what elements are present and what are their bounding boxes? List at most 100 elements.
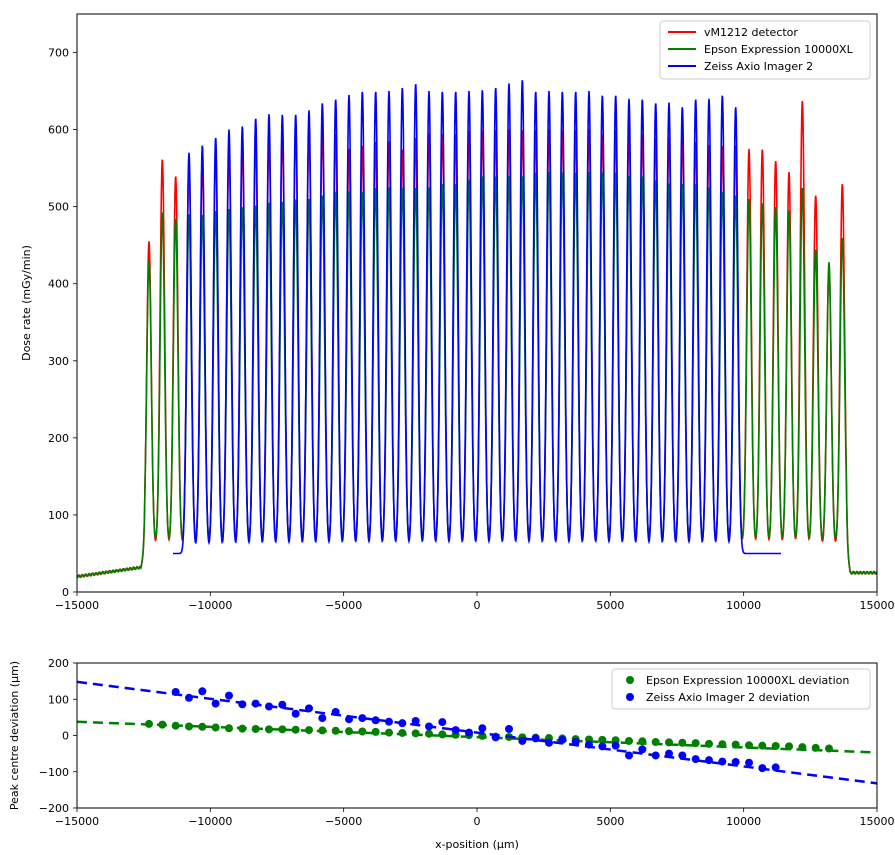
scatter-point <box>491 733 500 742</box>
x-axis-label: x-position (μm) <box>435 838 519 851</box>
scatter-point <box>198 687 207 696</box>
y-tick-label: 0 <box>62 586 69 599</box>
scatter-point <box>678 738 687 747</box>
scatter-point <box>358 714 367 723</box>
scatter-area <box>77 680 877 785</box>
legend-label: Epson Expression 10000XL deviation <box>646 674 849 687</box>
scatter-point <box>665 738 673 747</box>
scatter-point <box>318 726 327 735</box>
y-tick-label: 400 <box>48 278 69 291</box>
scatter-point <box>625 751 633 760</box>
legend <box>659 20 871 80</box>
scatter-point <box>305 726 313 735</box>
x-tick-label: 10000 <box>726 815 761 828</box>
scatter-point <box>758 764 767 773</box>
x-tick-label: −15000 <box>55 815 99 828</box>
series-lines <box>77 80 877 579</box>
scatter-point <box>678 751 687 760</box>
scatter-point <box>611 741 620 750</box>
legend-label: Zeiss Axio Imager 2 deviation <box>646 691 810 704</box>
legend-marker <box>626 693 634 701</box>
scatter-point <box>785 742 793 751</box>
trend-line-0 <box>77 720 877 754</box>
y-tick-label: 0 <box>62 730 69 743</box>
x-tick-label: 0 <box>474 599 481 612</box>
scatter-point <box>411 717 420 725</box>
scatter-point <box>278 700 287 709</box>
scatter-point <box>558 735 567 744</box>
plot-frame <box>76 662 878 809</box>
scatter-point <box>758 741 767 750</box>
scatter-point <box>465 728 473 737</box>
scatter-point <box>291 725 300 734</box>
scatter-point <box>225 691 233 700</box>
plot-frame <box>76 13 878 593</box>
y-axis-label: Peak centre deviation (μm) <box>8 661 21 810</box>
scatter-point <box>371 727 380 736</box>
scatter-point <box>625 736 633 745</box>
x-tick-label: −15000 <box>55 599 99 612</box>
x-tick-label: 5000 <box>596 815 624 828</box>
deviation-plot: −15000 −10000 −5000 0 5000 10000 15000 −200 −100… <box>8 657 895 851</box>
scatter-point <box>211 723 220 732</box>
scatter-point <box>171 688 180 696</box>
scatter-point <box>358 727 367 736</box>
scatter-point <box>145 719 153 728</box>
y-tick-label: 200 <box>48 657 69 670</box>
scatter-point <box>411 729 420 738</box>
scatter-point <box>745 741 753 750</box>
legend-label: Epson Expression 10000XL <box>704 43 854 56</box>
trend-line-1 <box>77 680 877 785</box>
scatter-point <box>278 725 287 734</box>
y-tick-label: 100 <box>48 693 69 706</box>
scatter-point <box>185 722 193 731</box>
scatter-point <box>731 740 740 749</box>
scatter-point <box>331 726 340 735</box>
legend-marker <box>626 676 634 684</box>
scatter-point <box>371 716 380 725</box>
scatter-point <box>638 737 647 746</box>
x-tick-label: 0 <box>474 815 481 828</box>
scatter-point <box>345 727 353 736</box>
scatter-point <box>438 718 447 727</box>
scatter-point <box>691 755 700 764</box>
scatter-point <box>705 756 713 765</box>
scatter-point <box>171 721 180 730</box>
legend <box>611 668 871 710</box>
scatter-point <box>638 745 647 754</box>
scatter-point <box>425 722 433 731</box>
scatter-point <box>825 744 833 753</box>
scatter-point <box>771 763 780 772</box>
x-tick-label: −10000 <box>188 599 232 612</box>
scatter-point <box>158 720 167 729</box>
scatter-point <box>665 749 673 758</box>
scatter-point <box>265 725 273 734</box>
y-axis-label: Dose rate (mGy/min) <box>20 245 33 361</box>
x-tick-label: −5000 <box>325 815 362 828</box>
scatter-point <box>425 729 433 738</box>
scatter-point <box>691 739 700 748</box>
scatter-point <box>305 704 313 713</box>
scatter-point <box>331 707 340 716</box>
scatter-point <box>238 700 247 709</box>
x-tick-label: 5000 <box>596 599 624 612</box>
x-tick-label: 15000 <box>860 599 895 612</box>
scatter-point <box>531 734 540 743</box>
scatter-point <box>251 699 260 708</box>
y-tick-label: 200 <box>48 432 69 445</box>
scatter-point <box>251 724 260 733</box>
scatter-point <box>718 757 727 766</box>
scatter-point <box>211 699 220 708</box>
x-tick-label: −5000 <box>325 599 362 612</box>
scatter-point <box>438 730 447 739</box>
scatter-point <box>318 714 327 723</box>
series-line-2 <box>173 80 781 555</box>
scatter-point <box>385 717 393 726</box>
scatter-point <box>265 702 273 711</box>
scatter-point <box>398 728 407 737</box>
y-tick-label: 700 <box>48 47 69 60</box>
scatter-point <box>238 724 247 733</box>
legend-label: Zeiss Axio Imager 2 <box>704 60 813 73</box>
y-tick-label: 500 <box>48 201 69 214</box>
